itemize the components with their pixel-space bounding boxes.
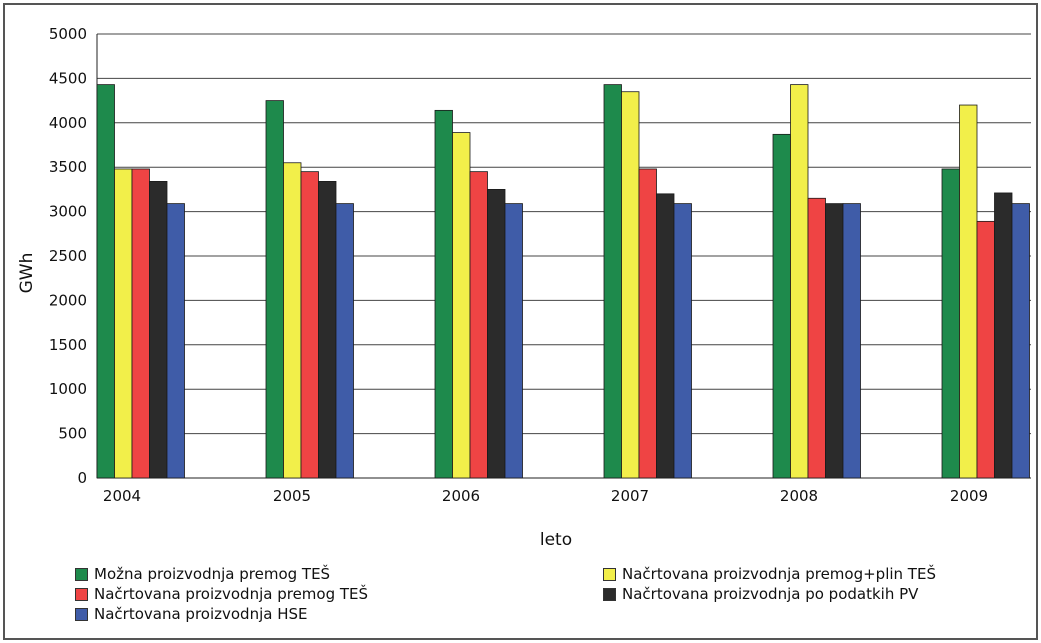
x-axis-label: leto bbox=[540, 530, 572, 550]
bar-2009-series-4 bbox=[1011, 203, 1030, 479]
bar-2008-series-3 bbox=[825, 203, 844, 479]
x-tick-label: 2009 bbox=[950, 487, 988, 505]
legend-item-hse: Načrtovana proizvodnja HSE bbox=[75, 605, 308, 623]
legend-label: Načrtovana proizvodnja po podatkih PV bbox=[622, 585, 919, 603]
bar-2008-series-0 bbox=[772, 133, 791, 479]
legend-item-mozna-premog-tes: Možna proizvodnja premog TEŠ bbox=[75, 565, 330, 583]
bar-2009-series-3 bbox=[994, 192, 1013, 479]
y-tick-label: 0 bbox=[77, 469, 87, 487]
legend-swatch bbox=[75, 607, 88, 621]
legend-label: Načrtovana proizvodnja HSE bbox=[94, 605, 308, 623]
bar-2007-series-3 bbox=[656, 193, 675, 479]
y-tick-labels: 0 500 1000 1500 2000 2500 3000 3500 4000 4500 5000 bbox=[49, 25, 87, 487]
bar-chart: 0 500 1000 1500 2000 2500 3000 3500 4000 4500 5000… bbox=[17, 25, 1031, 550]
bar-2004-series-2 bbox=[131, 168, 150, 479]
legend-label: Načrtovana proizvodnja premog+plin TEŠ bbox=[622, 565, 936, 583]
y-axis-label: GWh bbox=[17, 253, 37, 294]
bar-2005-series-4 bbox=[335, 203, 354, 479]
legend-swatch bbox=[75, 567, 88, 581]
bar-2008-series-2 bbox=[807, 197, 826, 479]
y-tick-label: 1500 bbox=[49, 336, 87, 354]
legend-swatch bbox=[603, 567, 616, 581]
bar-2007-series-0 bbox=[603, 84, 622, 479]
bar-2006-series-1 bbox=[452, 132, 471, 479]
y-tick-label: 2500 bbox=[49, 247, 87, 265]
legend-label: Možna proizvodnja premog TEŠ bbox=[94, 565, 331, 583]
bar-2006-series-3 bbox=[487, 188, 506, 479]
bar-2004-series-0 bbox=[96, 84, 115, 479]
y-tick-label: 3500 bbox=[49, 158, 87, 176]
x-tick-label: 2006 bbox=[442, 487, 480, 505]
bar-2009-series-1 bbox=[959, 104, 978, 479]
bar-2004-series-3 bbox=[149, 181, 168, 479]
x-tick-label: 2007 bbox=[611, 487, 649, 505]
y-tick-label: 4500 bbox=[49, 69, 87, 87]
legend: Možna proizvodnja premog TEŠ Načrtovana … bbox=[75, 565, 1025, 635]
y-tick-label: 2000 bbox=[49, 291, 87, 309]
y-tick-label: 1000 bbox=[49, 380, 87, 398]
y-tick-label: 3000 bbox=[49, 203, 87, 221]
bar-2005-series-2 bbox=[300, 171, 319, 479]
bar-2008-series-4 bbox=[842, 203, 861, 479]
bar-2009-series-2 bbox=[976, 220, 995, 479]
bar-2007-series-2 bbox=[638, 168, 657, 479]
bar-2004-series-4 bbox=[166, 203, 185, 479]
bar-2009-series-0 bbox=[941, 168, 960, 479]
x-tick-labels: 2004 2005 2006 2007 2008 2009 bbox=[103, 487, 988, 505]
chart-frame: 0 500 1000 1500 2000 2500 3000 3500 4000 4500 5000… bbox=[3, 3, 1038, 640]
bar-2006-series-2 bbox=[469, 171, 488, 479]
bar-2004-series-1 bbox=[114, 168, 133, 479]
bar-2006-series-0 bbox=[434, 109, 453, 479]
x-tick-label: 2004 bbox=[103, 487, 141, 505]
bar-2007-series-1 bbox=[621, 91, 640, 479]
bar-2006-series-4 bbox=[504, 203, 523, 479]
y-tick-label: 4000 bbox=[49, 114, 87, 132]
legend-label: Načrtovana proizvodnja premog TEŠ bbox=[94, 585, 369, 603]
legend-item-premog-plin-tes: Načrtovana proizvodnja premog+plin TEŠ bbox=[603, 565, 936, 583]
y-tick-label: 500 bbox=[58, 425, 87, 443]
bar-2005-series-0 bbox=[265, 100, 284, 479]
x-tick-label: 2008 bbox=[780, 487, 818, 505]
grid-lines bbox=[96, 33, 1031, 479]
bar-2005-series-3 bbox=[318, 181, 337, 479]
bar-2005-series-1 bbox=[283, 162, 302, 479]
bars bbox=[96, 84, 1030, 479]
legend-swatch bbox=[603, 587, 616, 601]
bar-2008-series-1 bbox=[790, 84, 809, 479]
legend-swatch bbox=[75, 587, 88, 601]
legend-item-po-podatkih-pv: Načrtovana proizvodnja po podatkih PV bbox=[603, 585, 918, 603]
x-tick-label: 2005 bbox=[273, 487, 311, 505]
y-tick-label: 5000 bbox=[49, 25, 87, 43]
legend-item-premog-tes: Načrtovana proizvodnja premog TEŠ bbox=[75, 585, 368, 603]
bar-2007-series-4 bbox=[673, 203, 692, 479]
